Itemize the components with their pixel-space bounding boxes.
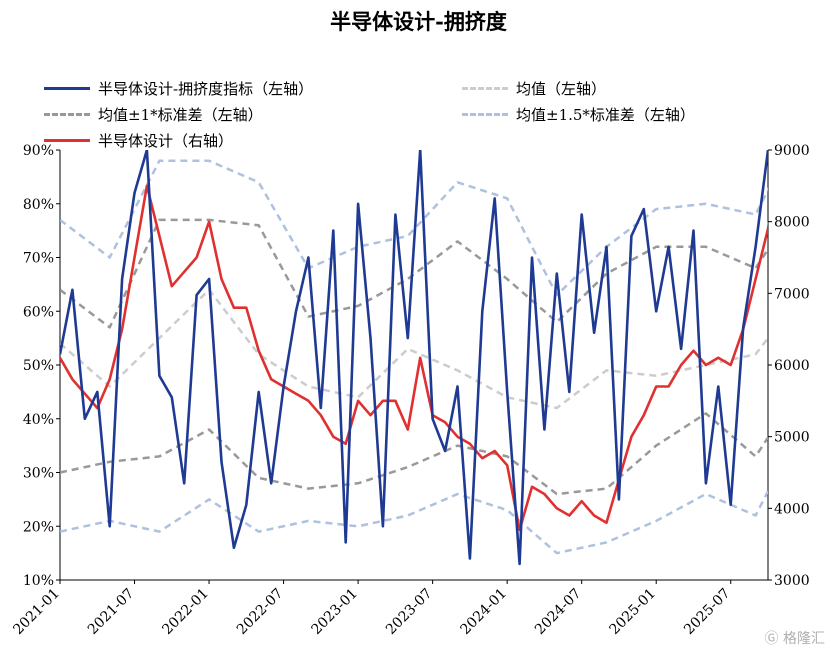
legend-label-band1: 均值±1*标准差（左轴） bbox=[98, 106, 263, 124]
right-tick-label: 9000 bbox=[774, 143, 810, 159]
x-tick-label: 2024-07 bbox=[532, 586, 584, 638]
left-tick-label: 90% bbox=[23, 143, 54, 159]
legend-swatch-index bbox=[44, 87, 90, 90]
x-tick-label: 2024-01 bbox=[458, 586, 510, 638]
right-tick-label: 4000 bbox=[774, 501, 810, 517]
x-tick-label: 2023-07 bbox=[383, 586, 435, 638]
legend-item-price: 半导体设计（右轴） bbox=[44, 130, 233, 151]
left-tick-label: 20% bbox=[23, 519, 54, 535]
legend-label-mean: 均值（左轴） bbox=[516, 80, 607, 98]
left-tick-label: 50% bbox=[23, 358, 54, 374]
series-line-5 bbox=[60, 159, 768, 297]
right-tick-label: 6000 bbox=[774, 358, 810, 374]
x-tick-label: 2025-01 bbox=[607, 586, 659, 638]
x-tick-label: 2022-01 bbox=[159, 586, 211, 638]
legend-swatch-band1 bbox=[44, 113, 90, 116]
watermark-text: 格隆汇 bbox=[783, 631, 825, 647]
chart-title: 半导体设计-拥挤度 bbox=[330, 9, 507, 34]
right-tick-label: 5000 bbox=[774, 430, 810, 446]
x-tick-label: 2023-01 bbox=[308, 586, 360, 638]
left-tick-label: 60% bbox=[23, 304, 54, 320]
legend-label-index: 半导体设计-拥挤度指标（左轴） bbox=[98, 80, 314, 98]
legend-item-mean: 均值（左轴） bbox=[462, 78, 606, 99]
series-line-0 bbox=[60, 150, 768, 566]
legend-item-band1: 均值±1*标准差（左轴） bbox=[44, 104, 263, 125]
legend-label-price: 半导体设计（右轴） bbox=[98, 132, 234, 150]
series-line-3 bbox=[60, 218, 768, 329]
series-line-6 bbox=[60, 184, 768, 532]
left-tick-label: 10% bbox=[23, 573, 54, 589]
x-tick-label: 2025-07 bbox=[681, 586, 733, 638]
series-line-2 bbox=[60, 412, 768, 496]
legend-item-index: 半导体设计-拥挤度指标（左轴） bbox=[44, 78, 313, 99]
right-tick-label: 7000 bbox=[774, 286, 810, 302]
legend-label-band15: 均值±1.5*标准差（左轴） bbox=[516, 106, 695, 124]
legend-swatch-mean bbox=[462, 87, 508, 90]
left-tick-label: 80% bbox=[23, 197, 54, 213]
series-line-4 bbox=[60, 488, 768, 555]
right-tick-label: 8000 bbox=[774, 215, 810, 231]
series-line-1 bbox=[60, 288, 768, 410]
left-tick-label: 70% bbox=[23, 251, 54, 267]
watermark-logo: Ⓖ 格隆汇 bbox=[764, 631, 825, 647]
legend-swatch-price bbox=[44, 139, 90, 142]
legend-item-band15: 均值±1.5*标准差（左轴） bbox=[462, 104, 695, 125]
right-tick-label: 3000 bbox=[774, 573, 810, 589]
left-tick-label: 40% bbox=[23, 412, 54, 428]
left-tick-label: 30% bbox=[23, 466, 54, 482]
legend-swatch-band15 bbox=[462, 113, 508, 116]
x-tick-label: 2021-07 bbox=[85, 586, 137, 638]
x-tick-label: 2021-01 bbox=[10, 586, 62, 638]
x-tick-label: 2022-07 bbox=[234, 586, 286, 638]
